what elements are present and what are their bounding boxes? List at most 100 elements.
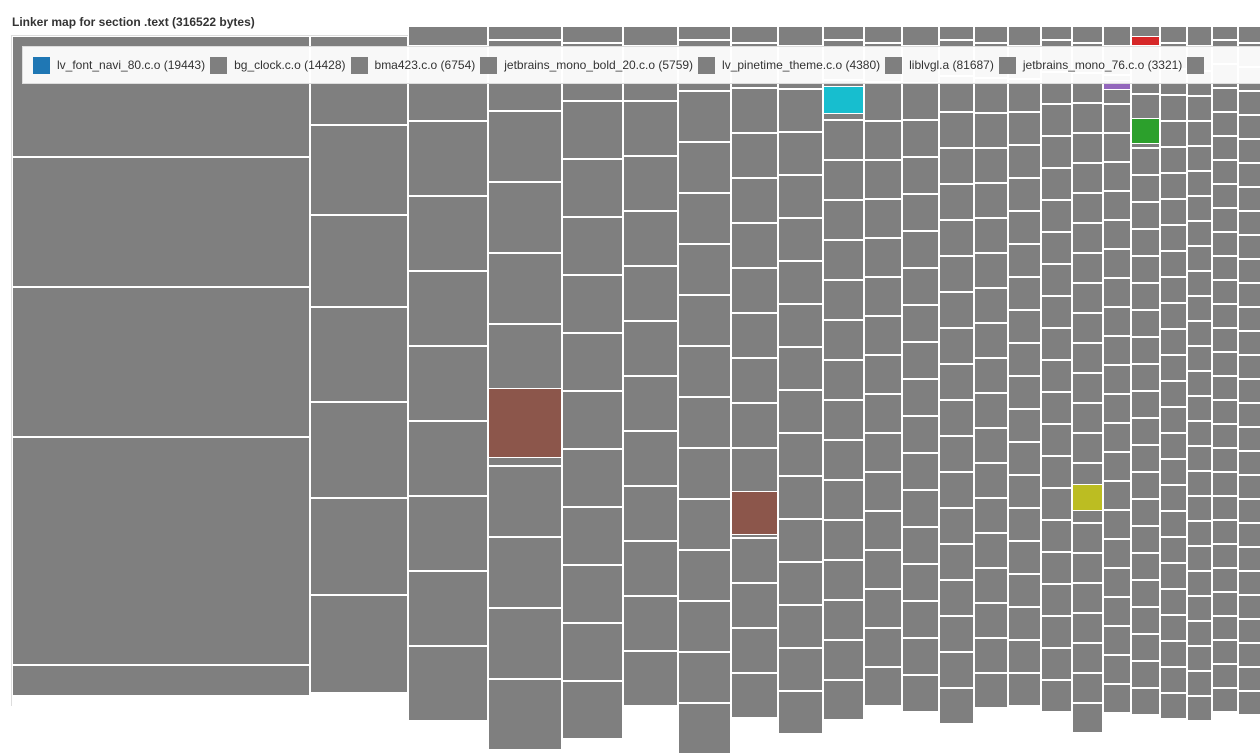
- treemap-cell[interactable]: [823, 600, 864, 640]
- treemap-cell[interactable]: [1212, 448, 1238, 472]
- treemap-cell[interactable]: [623, 596, 678, 651]
- treemap-cell[interactable]: [1187, 221, 1212, 246]
- treemap-cell[interactable]: [1212, 160, 1238, 184]
- legend-item[interactable]: liblvgl.a (81687): [885, 56, 994, 74]
- legend-item[interactable]: lv_pinetime_theme.c.o (4380): [698, 56, 880, 74]
- treemap-cell[interactable]: [623, 651, 678, 706]
- treemap-cell[interactable]: [1131, 391, 1160, 418]
- treemap-cell[interactable]: [1187, 171, 1212, 196]
- treemap-cell[interactable]: [1041, 392, 1072, 424]
- treemap-cell[interactable]: [864, 433, 902, 472]
- legend-item[interactable]: lv_font_navi_80.c.o (19443): [33, 56, 205, 74]
- treemap-cell[interactable]: [1187, 246, 1212, 271]
- treemap-cell[interactable]: [1131, 634, 1160, 661]
- treemap-cell[interactable]: [1072, 313, 1103, 343]
- treemap-cell[interactable]: [1041, 104, 1072, 136]
- treemap-cell[interactable]: [778, 519, 823, 562]
- treemap-cell[interactable]: [488, 608, 562, 679]
- treemap-cell[interactable]: [1160, 511, 1187, 537]
- treemap-cell[interactable]: [974, 253, 1008, 288]
- treemap-cell[interactable]: [1008, 178, 1041, 211]
- treemap-cell[interactable]: [1238, 187, 1260, 211]
- treemap-cell[interactable]: [408, 196, 488, 271]
- treemap-cell[interactable]: [1008, 607, 1041, 640]
- treemap-cell[interactable]: [678, 26, 731, 40]
- treemap-cell[interactable]: [1212, 424, 1238, 448]
- treemap-cell[interactable]: [1212, 136, 1238, 160]
- treemap-cell[interactable]: [1103, 481, 1131, 510]
- treemap-cell[interactable]: [1160, 173, 1187, 199]
- treemap-cell[interactable]: [1041, 296, 1072, 328]
- treemap-cell[interactable]: [902, 194, 939, 231]
- treemap-cell[interactable]: [902, 83, 939, 120]
- treemap-cell[interactable]: [731, 88, 778, 133]
- treemap-cell[interactable]: [1160, 407, 1187, 433]
- treemap-cell[interactable]: [488, 324, 562, 395]
- treemap-cell[interactable]: [823, 640, 864, 680]
- treemap-cell[interactable]: [1160, 251, 1187, 277]
- treemap-cell[interactable]: [562, 101, 623, 159]
- treemap-cell[interactable]: [488, 466, 562, 537]
- treemap-cell[interactable]: [1072, 643, 1103, 673]
- treemap-cell[interactable]: [1187, 646, 1212, 671]
- treemap-cell[interactable]: [939, 436, 974, 472]
- treemap-cell[interactable]: [939, 184, 974, 220]
- treemap-cell[interactable]: [939, 26, 974, 40]
- treemap-cell[interactable]: [1212, 688, 1238, 712]
- treemap-cell[interactable]: [974, 638, 1008, 673]
- treemap-cell[interactable]: [939, 472, 974, 508]
- treemap-cell[interactable]: [939, 616, 974, 652]
- treemap-cell[interactable]: [902, 268, 939, 305]
- treemap-cell[interactable]: [488, 182, 562, 253]
- treemap-cell[interactable]: [1187, 571, 1212, 596]
- treemap-cell[interactable]: [1212, 26, 1238, 40]
- treemap-cell[interactable]: [778, 26, 823, 46]
- treemap-cell[interactable]: [864, 394, 902, 433]
- treemap-cell[interactable]: [1103, 162, 1131, 191]
- treemap-cell[interactable]: [902, 26, 939, 46]
- treemap-cell[interactable]: [1187, 546, 1212, 571]
- treemap-cell[interactable]: [1131, 688, 1160, 715]
- treemap-cell[interactable]: [678, 142, 731, 193]
- treemap-cell[interactable]: [488, 253, 562, 324]
- treemap-cell[interactable]: [1160, 303, 1187, 329]
- treemap-cell[interactable]: [623, 211, 678, 266]
- treemap-cell[interactable]: [408, 496, 488, 571]
- treemap-cell[interactable]: [864, 238, 902, 277]
- treemap-cell[interactable]: [1212, 184, 1238, 208]
- treemap-cell[interactable]: [1238, 643, 1260, 667]
- treemap-cell[interactable]: [310, 215, 408, 307]
- treemap-cell[interactable]: [562, 565, 623, 623]
- treemap-cell[interactable]: [1072, 673, 1103, 703]
- treemap-cell[interactable]: [974, 393, 1008, 428]
- treemap-cell[interactable]: [562, 159, 623, 217]
- treemap-cell[interactable]: [1103, 365, 1131, 394]
- treemap-cell[interactable]: [1103, 133, 1131, 162]
- legend-item[interactable]: jetbrains_mono_76.c.o (3321): [998, 56, 1182, 74]
- treemap-cell[interactable]: [12, 665, 310, 696]
- treemap-cell[interactable]: [1103, 568, 1131, 597]
- treemap-cell[interactable]: [939, 652, 974, 688]
- treemap-cell[interactable]: [678, 346, 731, 397]
- legend-item[interactable]: bg_clock.c.o (14428): [210, 56, 346, 74]
- treemap-cell[interactable]: [778, 175, 823, 218]
- treemap-cell[interactable]: [974, 148, 1008, 183]
- treemap-cell[interactable]: [778, 89, 823, 132]
- treemap-cell[interactable]: [1187, 446, 1212, 471]
- treemap-cell[interactable]: [1160, 615, 1187, 641]
- treemap-cell[interactable]: [1103, 191, 1131, 220]
- treemap-cell[interactable]: [974, 463, 1008, 498]
- treemap-cell[interactable]: [864, 199, 902, 238]
- treemap-cell[interactable]: [864, 511, 902, 550]
- treemap-cell[interactable]: [12, 157, 310, 287]
- treemap-cell[interactable]: [823, 560, 864, 600]
- treemap-cell[interactable]: [1103, 510, 1131, 539]
- treemap-cell[interactable]: [1008, 574, 1041, 607]
- treemap-cell[interactable]: [1212, 400, 1238, 424]
- treemap-cell[interactable]: [731, 673, 778, 718]
- treemap-cell[interactable]: [902, 638, 939, 675]
- treemap-cell[interactable]: [1212, 376, 1238, 400]
- treemap-cell[interactable]: [823, 86, 864, 114]
- treemap-cell[interactable]: [731, 448, 778, 493]
- treemap-cell[interactable]: [1212, 280, 1238, 304]
